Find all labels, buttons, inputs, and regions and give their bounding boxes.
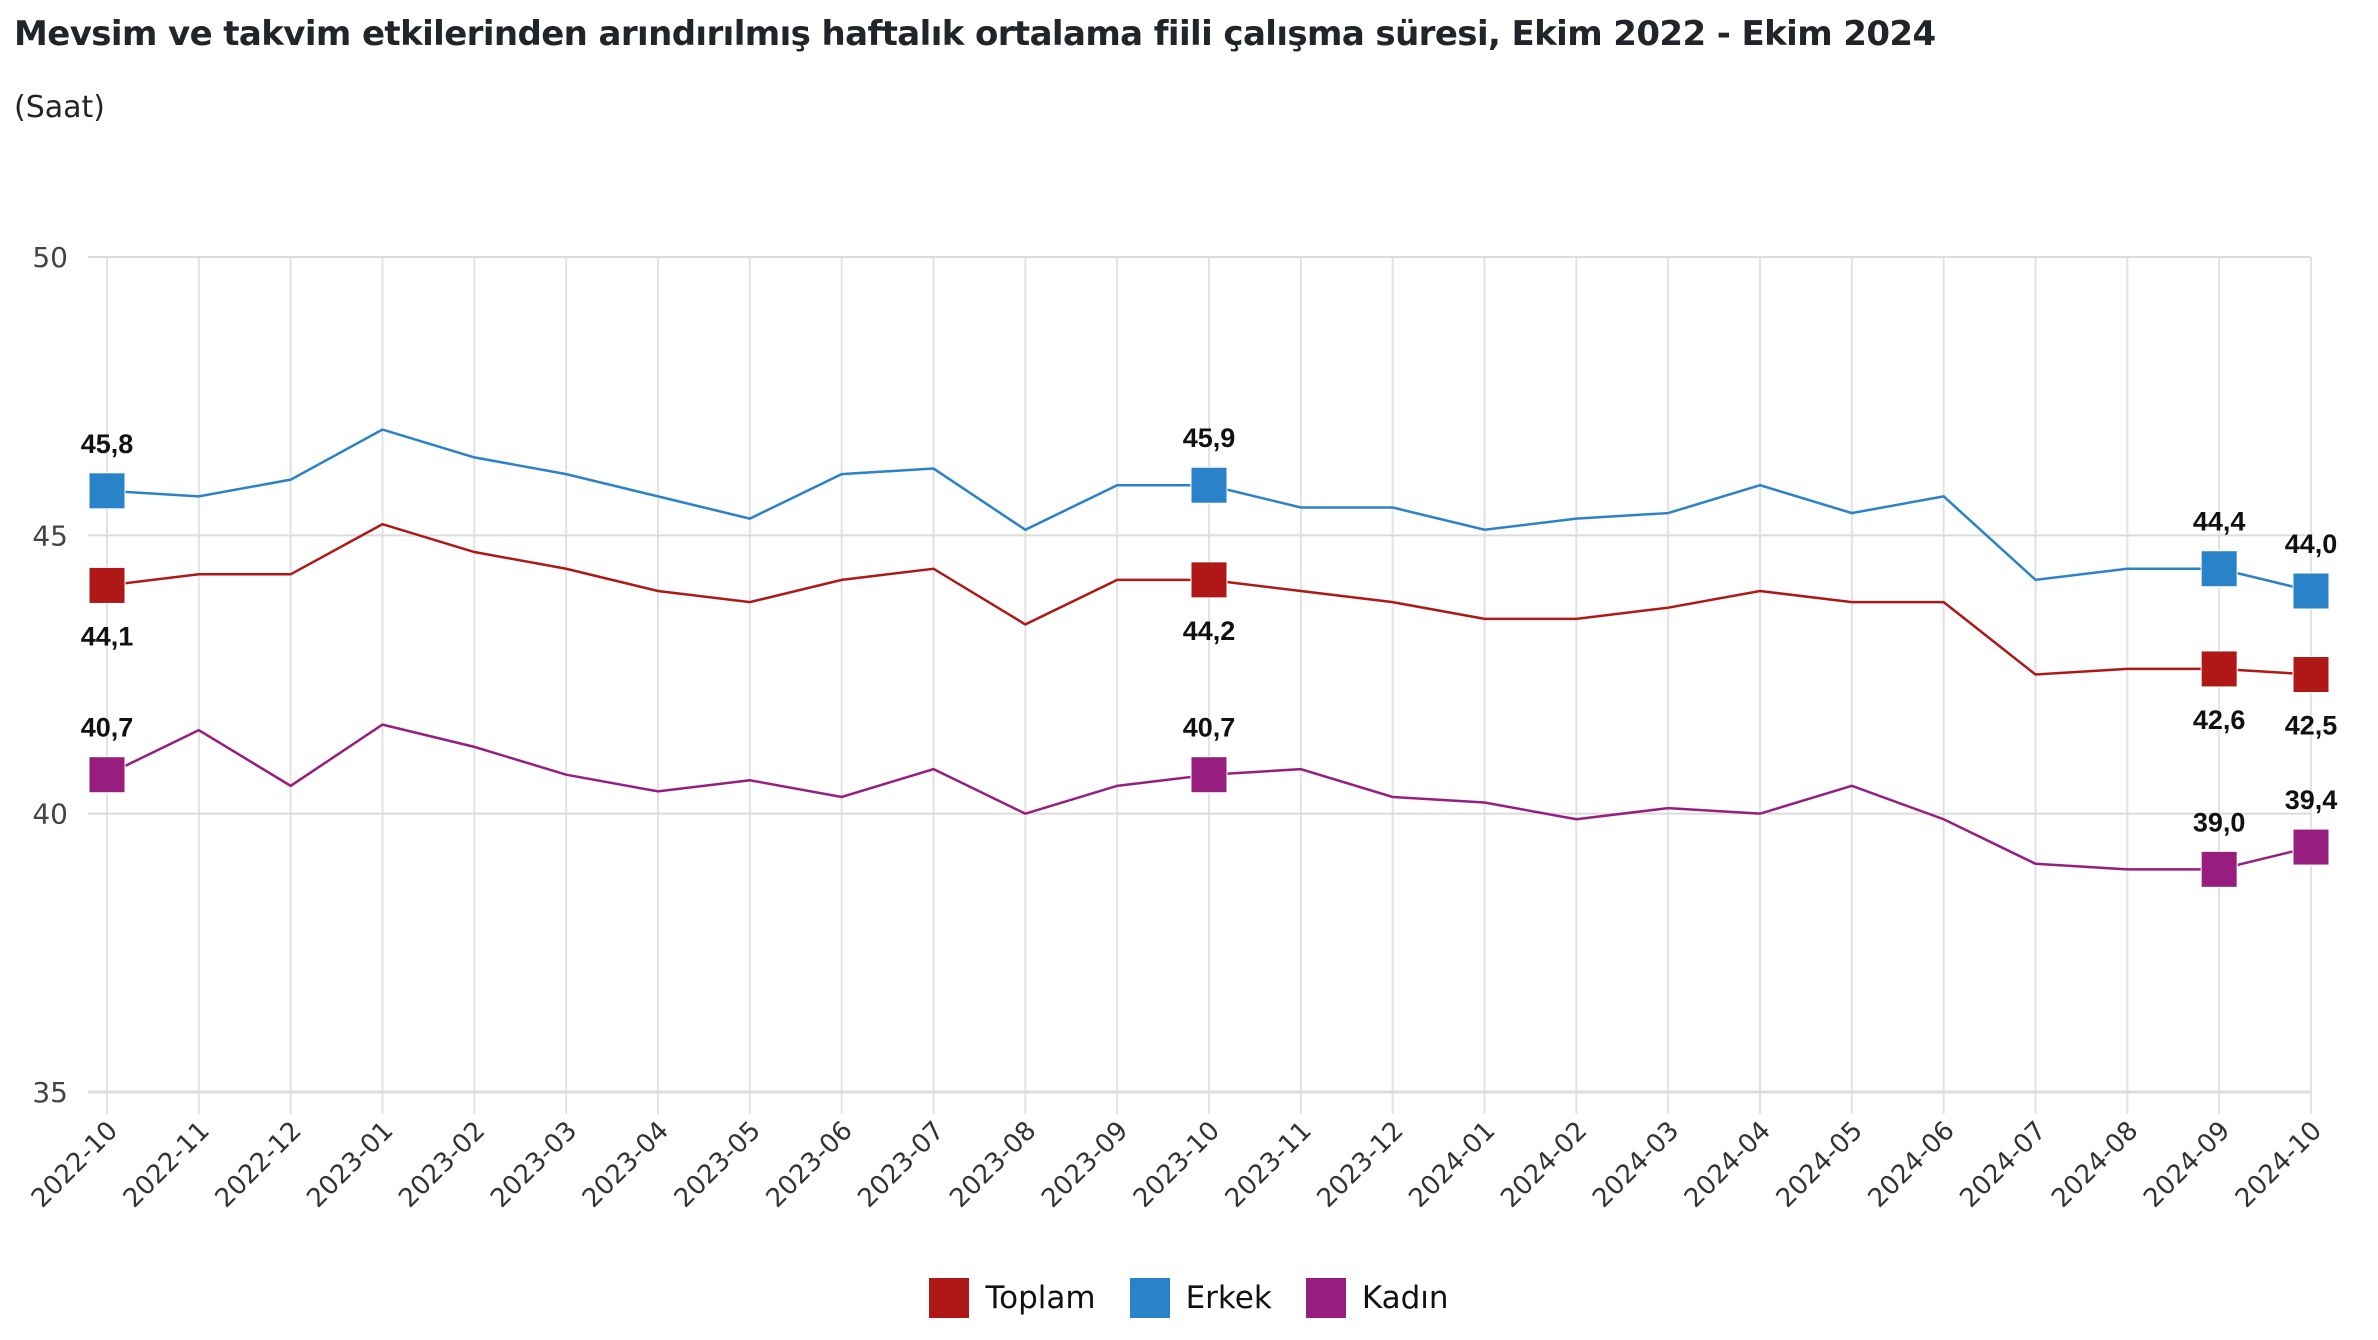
data-point-marker-erkek — [1190, 466, 1228, 504]
x-tick-label: 2023-08 — [944, 1116, 1042, 1214]
x-tick-label: 2024-03 — [1587, 1116, 1685, 1214]
x-tick-label: 2023-06 — [761, 1116, 859, 1214]
x-tick-label: 2024-06 — [1863, 1116, 1961, 1214]
legend-item-toplam[interactable]: Toplam — [929, 1278, 1096, 1318]
legend-label-kadin: Kadın — [1361, 1280, 1449, 1316]
y-axis: 35 40 45 50 — [32, 241, 68, 1109]
data-label-toplam: 44,2 — [1183, 616, 1236, 646]
y-tick-label: 50 — [32, 241, 68, 274]
data-point-marker-toplam — [1190, 561, 1228, 599]
y-tick-label: 45 — [32, 519, 68, 552]
data-point-marker-erkek — [2200, 550, 2238, 588]
data-label-erkek: 45,8 — [81, 429, 134, 459]
x-tick-label: 2023-02 — [393, 1116, 491, 1214]
data-point-marker-kadin — [2200, 850, 2238, 888]
data-label-erkek: 44,4 — [2193, 507, 2246, 537]
x-tick-label: 2022-10 — [26, 1116, 124, 1214]
data-label-toplam: 42,5 — [2285, 711, 2338, 741]
x-axis: 2022-102022-112022-122023-012023-022023-… — [26, 1116, 2328, 1214]
y-tick-label: 35 — [32, 1076, 68, 1109]
x-tick-label: 2024-08 — [2046, 1116, 2144, 1214]
legend-label-erkek: Erkek — [1185, 1280, 1272, 1316]
data-label-erkek: 45,9 — [1183, 423, 1236, 453]
legend: Toplam Erkek Kadın — [0, 1278, 2378, 1318]
x-tick-label: 2024-09 — [2138, 1116, 2236, 1214]
data-label-kadin: 39,4 — [2285, 785, 2338, 815]
x-tick-label: 2024-05 — [1771, 1116, 1869, 1214]
x-tick-label: 2022-12 — [210, 1116, 308, 1214]
x-tick-label: 2023-04 — [577, 1116, 675, 1214]
data-label-kadin: 40,7 — [81, 713, 134, 743]
data-point-marker-toplam — [2292, 656, 2330, 693]
data-point-marker-erkek — [2292, 572, 2330, 610]
data-label-erkek: 44,0 — [2285, 529, 2338, 559]
data-label-kadin: 40,7 — [1183, 713, 1236, 743]
legend-label-toplam: Toplam — [985, 1280, 1096, 1316]
legend-swatch-kadin — [1305, 1278, 1346, 1318]
legend-swatch-erkek — [1129, 1278, 1170, 1318]
data-label-kadin: 39,0 — [2193, 807, 2246, 837]
x-tick-label: 2024-04 — [1679, 1116, 1777, 1214]
data-point-marker-kadin — [1190, 756, 1228, 794]
x-tick-label: 2024-07 — [1954, 1116, 2052, 1214]
x-tick-label: 2023-10 — [1128, 1116, 1226, 1214]
legend-swatch-toplam — [929, 1278, 970, 1318]
data-point-marker-toplam — [2200, 650, 2238, 688]
x-tick-label: 2022-11 — [118, 1116, 216, 1214]
grid — [88, 256, 2312, 1114]
x-tick-label: 2023-09 — [1036, 1116, 1134, 1214]
data-labels: 44,1 44,2 42,6 42,5 45,8 45,9 44,4 44,0 40,7 40,7… — [81, 423, 2338, 837]
x-tick-label: 2024-10 — [2230, 1116, 2328, 1214]
legend-item-erkek[interactable]: Erkek — [1129, 1278, 1272, 1318]
data-point-marker-kadin — [88, 756, 126, 794]
series-markers — [88, 466, 2330, 888]
x-tick-label: 2023-01 — [301, 1116, 399, 1214]
chart-title: Mevsim ve takvim etkilerinden arındırılm… — [14, 14, 1936, 54]
x-tick-label: 2024-02 — [1495, 1116, 1593, 1214]
data-point-marker-toplam — [88, 566, 126, 604]
x-tick-label: 2024-01 — [1403, 1116, 1501, 1214]
x-tick-label: 2023-05 — [669, 1116, 767, 1214]
x-tick-label: 2023-03 — [485, 1116, 583, 1214]
x-tick-label: 2023-07 — [852, 1116, 950, 1214]
legend-item-kadin[interactable]: Kadın — [1305, 1278, 1449, 1318]
x-tick-label: 2023-12 — [1312, 1116, 1410, 1214]
y-tick-label: 40 — [32, 798, 68, 831]
data-label-toplam: 42,6 — [2193, 705, 2246, 735]
data-point-marker-erkek — [88, 472, 126, 510]
data-point-marker-kadin — [2292, 828, 2330, 866]
x-tick-label: 2023-11 — [1220, 1116, 1318, 1214]
chart-subtitle: (Saat) — [14, 90, 105, 125]
data-label-toplam: 44,1 — [81, 621, 134, 651]
